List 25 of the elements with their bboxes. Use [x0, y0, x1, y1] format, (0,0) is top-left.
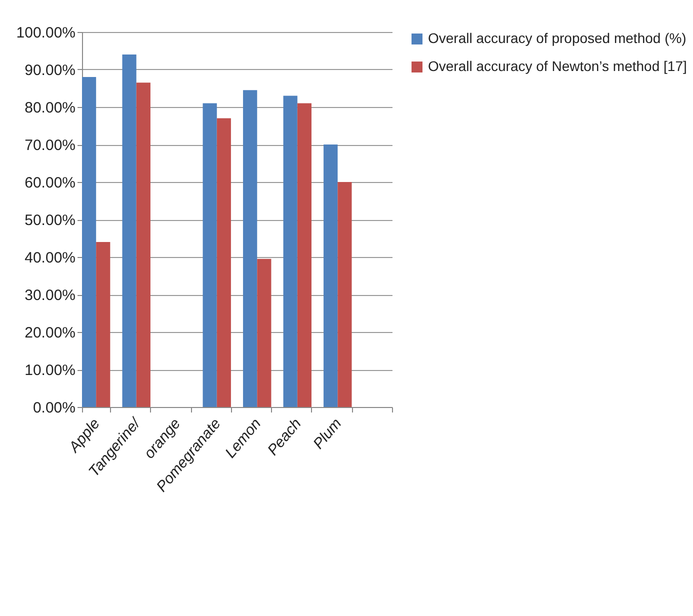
bar	[243, 90, 258, 407]
bar	[202, 103, 217, 407]
bar	[216, 118, 231, 407]
y-tick-label: 70.00%	[24, 137, 76, 154]
bar	[324, 144, 338, 407]
bar	[122, 54, 136, 407]
bar	[338, 182, 352, 407]
y-tick-label: 0.00%	[32, 400, 76, 416]
y-tick-label: 50.00%	[24, 212, 76, 229]
y-tick-label: 60.00%	[24, 174, 76, 192]
y-tick-label: 100.00%	[16, 24, 76, 42]
bar	[257, 258, 272, 407]
y-tick-label: 20.00%	[24, 324, 76, 342]
bar	[136, 82, 150, 407]
bar	[82, 77, 96, 407]
bar	[297, 103, 312, 407]
y-tick-label: 10.00%	[24, 362, 76, 379]
legend-label: Overall accuracy of Newton’s method [17]	[428, 58, 687, 74]
legend-label: Overall accuracy of proposed method (%)	[428, 30, 686, 46]
bar	[283, 96, 298, 407]
y-tick-label: 40.00%	[24, 250, 76, 266]
y-tick-label: 90.00%	[24, 62, 76, 79]
bar	[96, 242, 110, 407]
y-tick-label: 30.00%	[24, 287, 76, 304]
y-tick-label: 80.00%	[24, 100, 76, 116]
